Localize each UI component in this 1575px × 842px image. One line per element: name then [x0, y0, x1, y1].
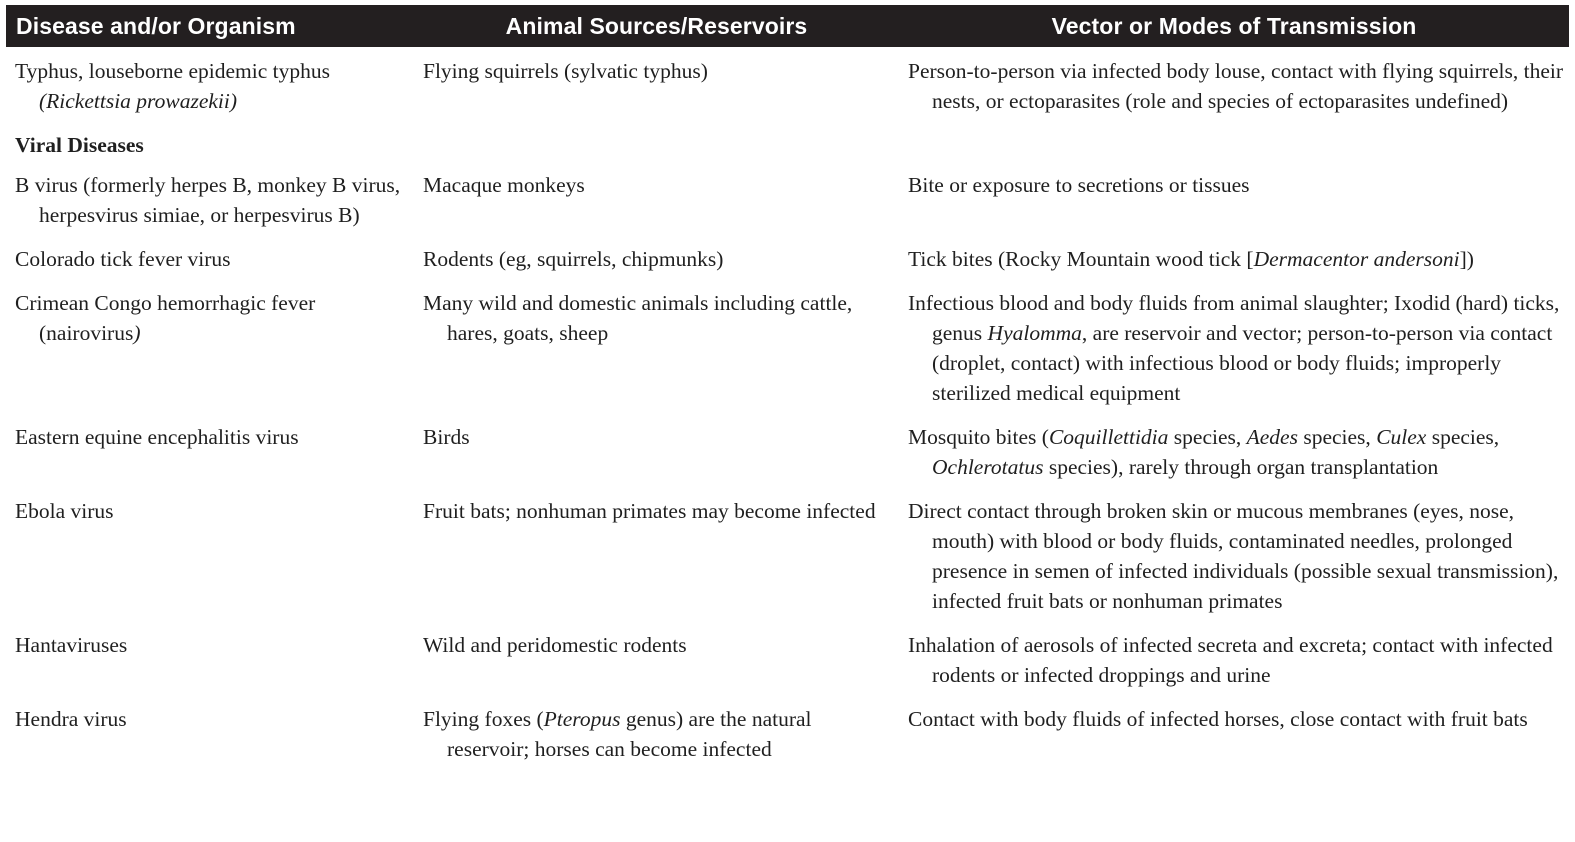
cell-disease: Typhus, louseborne epidemic typhus (Rick…: [15, 59, 330, 113]
cell-vector: Inhalation of aerosols of infected secre…: [908, 633, 1553, 687]
table-row: Hantaviruses Wild and peridomestic roden…: [6, 630, 1569, 704]
cell-source: Flying foxes (Pteropus genus) are the na…: [423, 707, 812, 761]
table-header: Disease and/or Organism Animal Sources/R…: [6, 5, 1569, 47]
section-heading-row: Viral Diseases: [6, 130, 1569, 170]
table-row: Typhus, louseborne epidemic typhus (Rick…: [6, 47, 1569, 130]
cell-disease: Ebola virus: [15, 499, 114, 523]
cell-source: Wild and peridomestic rodents: [423, 633, 687, 657]
header-disease: Disease and/or Organism: [16, 12, 296, 39]
table-row: Eastern equine encephalitis virus Birds …: [6, 422, 1569, 496]
header-animal-sources: Animal Sources/Reservoirs: [505, 12, 808, 39]
zoonoses-table-page: Disease and/or Organism Animal Sources/R…: [6, 5, 1569, 778]
table-row: B virus (formerly herpes B, monkey B vir…: [6, 170, 1569, 244]
cell-source: Flying squirrels (sylvatic typhus): [423, 59, 708, 83]
cell-vector: Contact with body fluids of infected hor…: [908, 707, 1528, 731]
table-row: Hendra virus Flying foxes (Pteropus genu…: [6, 704, 1569, 778]
cell-vector: Tick bites (Rocky Mountain wood tick [De…: [908, 247, 1474, 271]
cell-source: Fruit bats; nonhuman primates may become…: [423, 499, 876, 523]
section-heading: Viral Diseases: [15, 133, 144, 157]
cell-vector: Direct contact through broken skin or mu…: [908, 499, 1559, 613]
table-row: Ebola virus Fruit bats; nonhuman primate…: [6, 496, 1569, 630]
cell-disease: Hendra virus: [15, 707, 127, 731]
zoonoses-table: Typhus, louseborne epidemic typhus (Rick…: [6, 47, 1569, 778]
cell-vector: Mosquito bites (Coquillettidia species, …: [908, 425, 1500, 479]
header-vector: Vector or Modes of Transmission: [1051, 12, 1417, 39]
cell-disease: B virus (formerly herpes B, monkey B vir…: [15, 173, 401, 227]
cell-vector: Bite or exposure to secretions or tissue…: [908, 173, 1250, 197]
cell-disease: Hantaviruses: [15, 633, 128, 657]
cell-source: Birds: [423, 425, 470, 449]
cell-disease: Colorado tick fever virus: [15, 247, 231, 271]
cell-source: Rodents (eg, squirrels, chipmunks): [423, 247, 724, 271]
cell-disease: Crimean Congo hemorrhagic fever (nairovi…: [15, 291, 316, 345]
cell-vector: Person-to-person via infected body louse…: [908, 59, 1563, 113]
table-row: Crimean Congo hemorrhagic fever (nairovi…: [6, 288, 1569, 422]
table-row: Colorado tick fever virus Rodents (eg, s…: [6, 244, 1569, 288]
cell-disease: Eastern equine encephalitis virus: [15, 425, 299, 449]
cell-vector: Infectious blood and body fluids from an…: [908, 291, 1560, 405]
cell-source: Macaque monkeys: [423, 173, 585, 197]
cell-source: Many wild and domestic animals including…: [423, 291, 853, 345]
